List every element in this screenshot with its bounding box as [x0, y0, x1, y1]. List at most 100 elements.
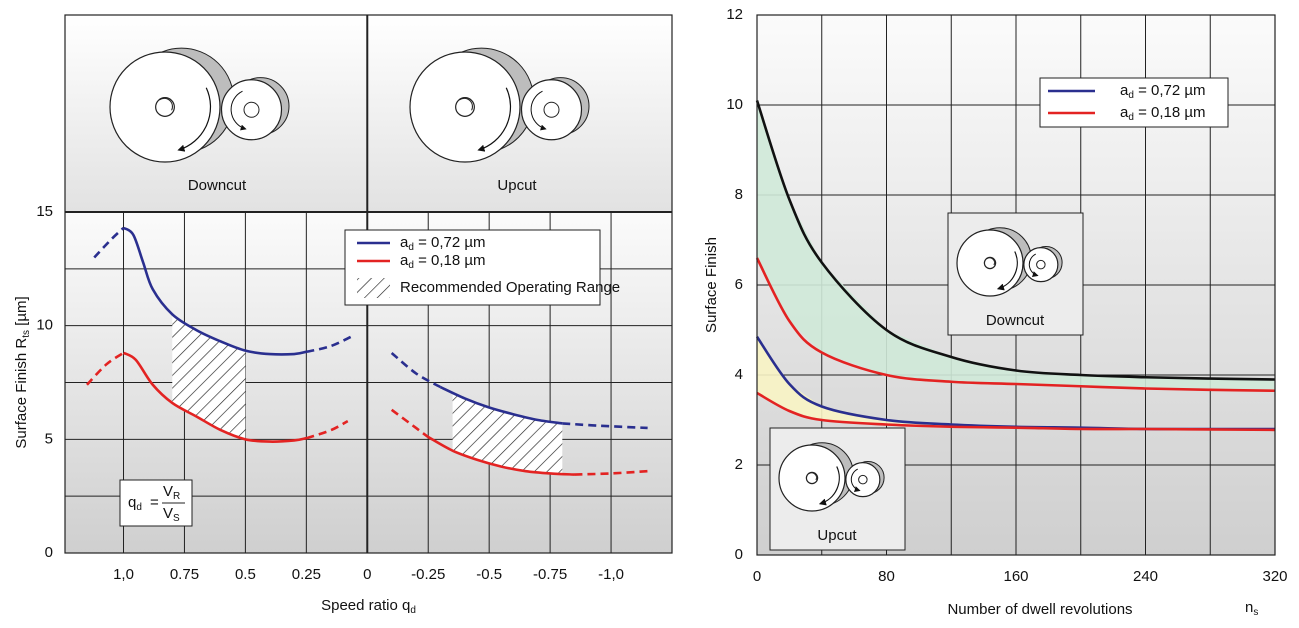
- y-axis-label-part: ts: [21, 330, 32, 338]
- rotation-arrow: [818, 466, 840, 506]
- annotation-text: VS: [163, 505, 180, 524]
- series-line: [85, 351, 125, 386]
- panel-label: Upcut: [497, 177, 537, 194]
- x-axis-label: Number of dwell revolutions: [947, 601, 1132, 618]
- y-axis-label: Surface Finish: [703, 237, 720, 333]
- annotation-text-part: q: [128, 494, 136, 511]
- x-axis-label-part: d: [410, 605, 416, 616]
- legend-label: ad = 0,72 µm: [400, 234, 486, 253]
- x-tick-label: 0: [753, 568, 761, 585]
- legend-label: ad = 0,18 µm: [1120, 104, 1206, 123]
- wheel-hub: [155, 97, 175, 117]
- y-tick-label: 6: [735, 276, 743, 293]
- legend-label-part: = 0,72 µm: [414, 234, 486, 251]
- annotation-text: VR: [163, 483, 180, 502]
- x-tick-label: 1,0: [113, 566, 134, 583]
- series-line: [390, 408, 430, 439]
- legend-label-part: = 0,18 µm: [414, 252, 486, 269]
- y-axis-label: Surface Finish Rts [µm]: [13, 296, 32, 448]
- series-line: [562, 422, 648, 430]
- y-tick-label: 15: [36, 203, 53, 220]
- x-tick-label: -0.25: [411, 566, 445, 583]
- series-line: [93, 226, 125, 259]
- series-line: [122, 226, 307, 356]
- rotation-arrow: [177, 87, 212, 152]
- legend-label: ad = 0,72 µm: [1120, 82, 1206, 101]
- annotation-text-part: V: [163, 483, 173, 500]
- inset-label: Upcut: [817, 527, 857, 544]
- wheel-hub: [455, 97, 475, 117]
- y-tick-label: 10: [36, 317, 53, 334]
- x-tick-label: 0.25: [292, 566, 321, 583]
- work-arrow: [530, 90, 547, 131]
- x-axis-symbol-part: n: [1245, 599, 1253, 616]
- series-line: [427, 435, 575, 476]
- x-tick-label: 0.75: [170, 566, 199, 583]
- legend-label-part: d: [408, 260, 414, 271]
- x-axis-symbol-part: s: [1253, 607, 1258, 618]
- legend-label-part: d: [1128, 90, 1134, 101]
- legend-label-part: d: [1128, 112, 1134, 123]
- x-tick-label: -1,0: [598, 566, 624, 583]
- y-tick-label: 4: [735, 366, 743, 383]
- legend-box: [1039, 77, 1229, 128]
- work-hub: [858, 474, 868, 485]
- y-tick-label: 5: [45, 430, 53, 447]
- wheel-diagram: [956, 227, 1063, 297]
- work-hub: [543, 101, 560, 118]
- annotation-text: =: [150, 494, 159, 511]
- wheel-diagram: [778, 442, 885, 512]
- annotation-text-part: d: [136, 502, 142, 513]
- work-hub: [1036, 259, 1046, 270]
- plot-frame: [64, 14, 673, 554]
- x-tick-label: 240: [1133, 568, 1158, 585]
- hub-arc: [159, 97, 173, 111]
- wheel-diagram: [409, 47, 590, 163]
- legend-label-part: a: [1120, 104, 1129, 121]
- work-arrow: [1028, 253, 1039, 277]
- x-tick-label: 80: [878, 568, 895, 585]
- y-axis-label-part: Surface Finish R: [13, 338, 30, 449]
- work-arrow: [230, 90, 247, 131]
- hub-arc: [986, 257, 995, 266]
- x-tick-label: -0.5: [476, 566, 502, 583]
- wheel-hub: [983, 256, 997, 270]
- rotation-arrow: [996, 251, 1018, 291]
- x-tick-label: 160: [1003, 568, 1028, 585]
- y-tick-label: 2: [735, 456, 743, 473]
- series-line: [439, 385, 563, 425]
- hub-arc: [459, 97, 473, 111]
- series-line: [756, 391, 1276, 432]
- legend-label-part: = 0,72 µm: [1134, 82, 1206, 99]
- wheel-diagram: [109, 47, 290, 163]
- legend-label-part: a: [400, 234, 409, 251]
- y-tick-label: 0: [45, 544, 53, 561]
- legend-label: ad = 0,18 µm: [400, 252, 486, 271]
- series-line: [306, 333, 356, 354]
- y-axis-label-part: [µm]: [13, 296, 30, 330]
- series-line: [390, 351, 442, 389]
- rotation-arrow: [477, 87, 512, 152]
- recommended-range: [172, 314, 246, 440]
- x-tick-label: -0.75: [533, 566, 567, 583]
- y-tick-label: 8: [735, 186, 743, 203]
- y-tick-label: 12: [726, 6, 743, 23]
- panel-label: Downcut: [188, 177, 247, 194]
- x-axis-symbol: ns: [1245, 599, 1258, 618]
- wheel-hub: [805, 471, 819, 485]
- annotation-text-part: S: [173, 513, 180, 524]
- x-axis-label: Speed ratio qd: [321, 597, 416, 616]
- y-tick-label: 10: [726, 96, 743, 113]
- annotation-text-part: R: [173, 491, 180, 502]
- plot-frame: [756, 14, 1276, 556]
- series-line: [755, 100, 1276, 381]
- series-line: [122, 351, 307, 443]
- x-axis-label-part: Speed ratio q: [321, 597, 410, 614]
- series-line: [755, 257, 1276, 393]
- y-tick-label: 0: [735, 546, 743, 563]
- legend-hatch: [357, 278, 390, 298]
- legend-label-part: a: [1120, 82, 1129, 99]
- legend-label-part: d: [408, 242, 414, 253]
- inset-label: Downcut: [986, 312, 1045, 329]
